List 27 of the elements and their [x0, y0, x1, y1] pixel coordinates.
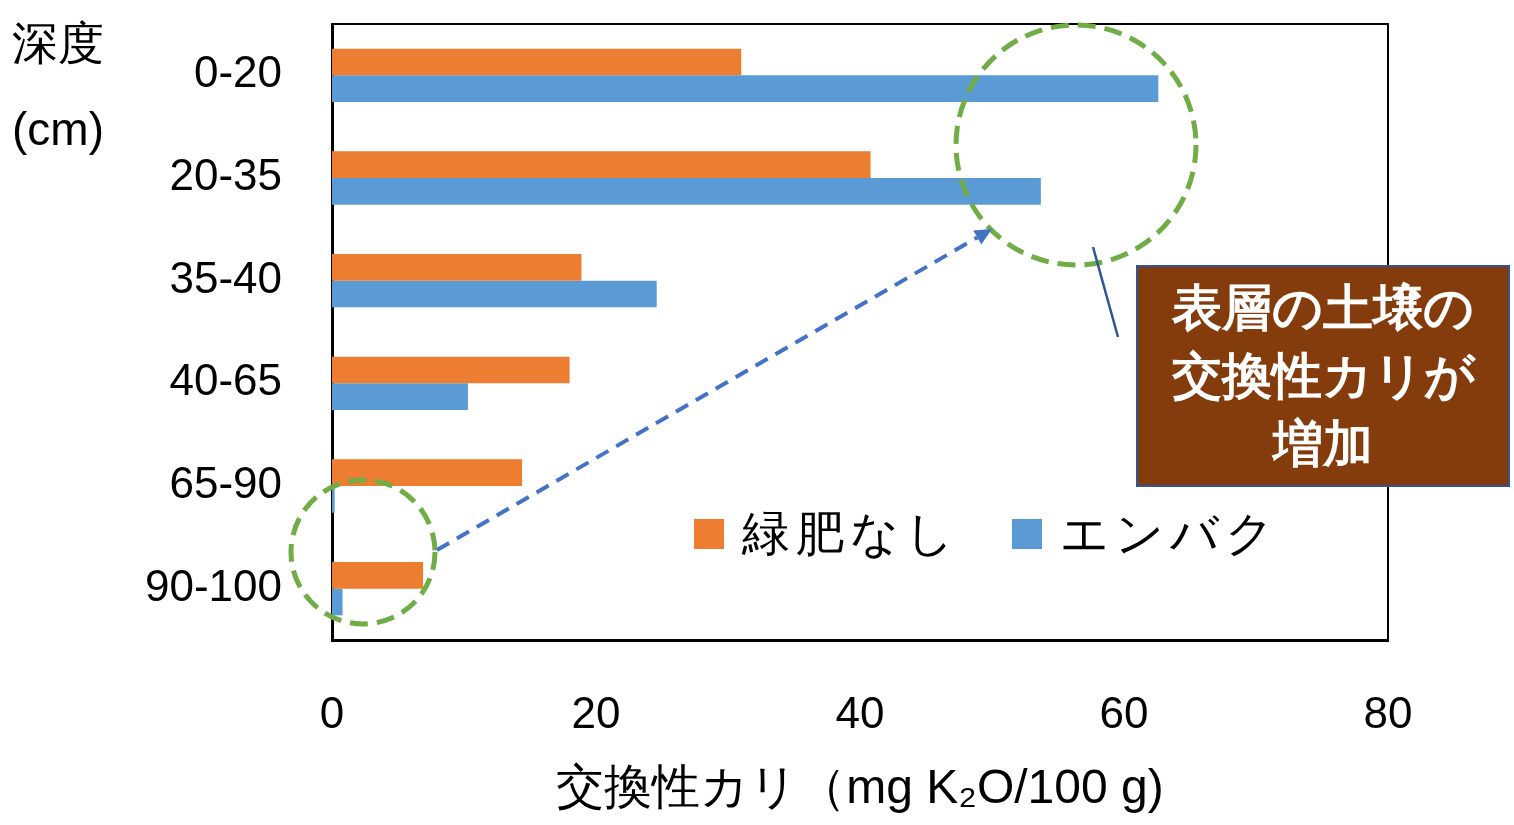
- bar: [332, 356, 570, 384]
- x-tick-label: 60: [1099, 687, 1149, 737]
- x-tick-label: 80: [1363, 687, 1413, 737]
- y-tick-label: 40-65: [169, 355, 282, 405]
- bar: [332, 151, 871, 178]
- x-tick-label: 0: [319, 687, 345, 737]
- bar: [332, 459, 523, 486]
- bar: [332, 561, 424, 589]
- bar: [332, 48, 742, 76]
- legend-label: 緑肥なし: [742, 506, 960, 562]
- y-tick-label: 20-35: [169, 150, 282, 200]
- x-axis-title: 交換性カリ（mg K₂O/100 g): [556, 760, 1164, 814]
- legend-label: エンバク: [1060, 506, 1280, 562]
- y-tick-label: 0-20: [193, 47, 282, 97]
- y-tick-label: 90-100: [144, 560, 282, 610]
- y-axis-title: 深度 (cm): [12, 16, 104, 157]
- y-tick-label: 35-40: [169, 252, 282, 302]
- y-tick-label: 65-90: [169, 458, 282, 508]
- bar: [332, 75, 1159, 103]
- x-tick-label: 40: [835, 687, 885, 737]
- bar: [332, 383, 468, 411]
- bar: [332, 280, 657, 308]
- annotation: 表層の土壌の交換性カリが増加: [1170, 279, 1477, 474]
- x-tick-label: 20: [571, 687, 621, 737]
- bar: [332, 178, 1041, 205]
- bar: [332, 588, 343, 616]
- bar: [332, 253, 582, 281]
